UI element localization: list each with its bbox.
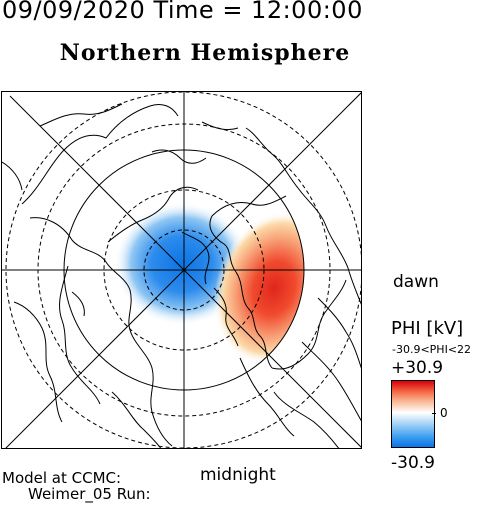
coastlines <box>2 103 361 448</box>
colorbar <box>391 380 435 448</box>
colorbar-zero-tick <box>432 413 436 414</box>
polar-map-svg <box>2 92 361 448</box>
run-credit-line: Weimer_05 Run: <box>28 485 151 503</box>
dawn-label: dawn <box>393 272 439 292</box>
potential-cells <box>114 202 304 365</box>
page-title: Northern Hemisphere <box>59 40 351 66</box>
positive-potential-cell <box>213 211 304 365</box>
colorbar-range-text: -30.9<PHI<22 <box>392 343 472 356</box>
date-time-header: 09/09/2020 Time = 12:00:00 <box>2 0 363 24</box>
colorbar-min-label: -30.9 <box>391 453 435 473</box>
midnight-label: midnight <box>200 465 276 485</box>
meridian-lines <box>2 92 361 448</box>
colorbar-title: PHI [kV] <box>391 318 464 339</box>
colorbar-max-label: +30.9 <box>391 358 444 378</box>
polar-map-plot <box>1 91 362 449</box>
model-credit-line: Model at CCMC: <box>2 469 122 487</box>
colorbar-zero-label: 0 <box>440 406 448 420</box>
